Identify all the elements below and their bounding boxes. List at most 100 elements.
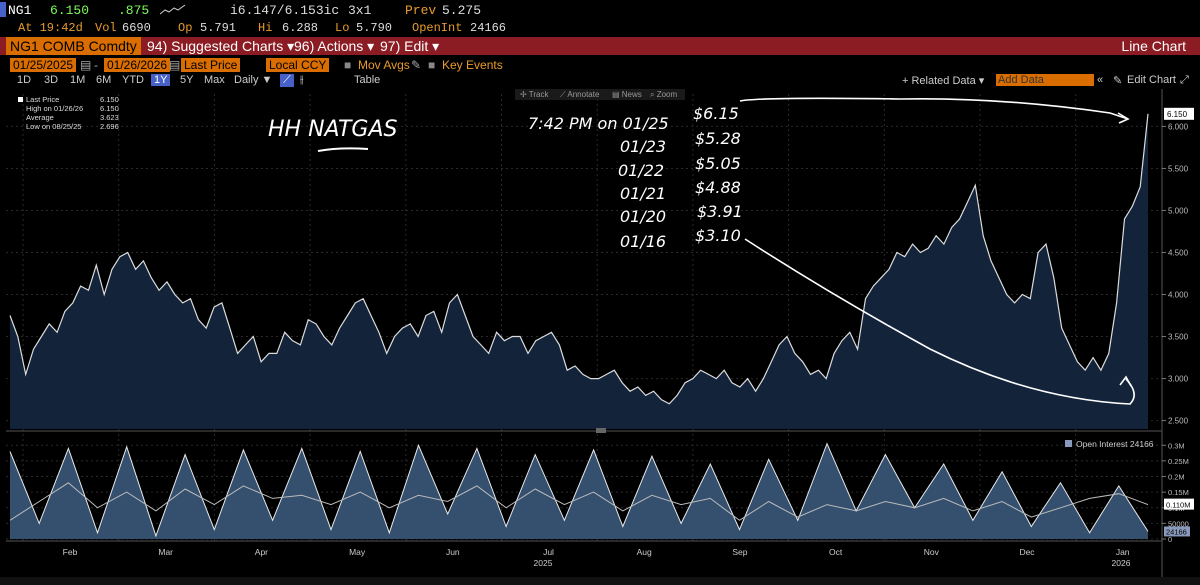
oi-legend: Open Interest 24166 bbox=[1065, 439, 1154, 449]
calendar-icon[interactable]: ▤ bbox=[169, 58, 181, 72]
high-value: 6.288 bbox=[282, 21, 319, 35]
open-label: Op bbox=[178, 21, 193, 35]
oi-tick-label: 50000 bbox=[1168, 519, 1189, 528]
annotation-date-4: 01/20 bbox=[620, 207, 666, 226]
annotation-price-1: $5.28 bbox=[695, 129, 741, 148]
annotation-price-3: $4.88 bbox=[695, 178, 741, 197]
range-3d[interactable]: 3D bbox=[44, 74, 59, 86]
oi-line bbox=[9, 482, 1149, 521]
oi-value-flag bbox=[1164, 526, 1190, 537]
edit-label: 97) Edit bbox=[380, 38, 429, 54]
oi-tick-label: 0.2M bbox=[1168, 473, 1185, 482]
checkbox-icon[interactable]: ■ bbox=[428, 58, 436, 72]
annotation-price-4: $3.91 bbox=[697, 202, 743, 221]
start-date-input[interactable]: 01/25/2025 bbox=[10, 58, 77, 72]
bid-ask: i6.147/6.153ic bbox=[230, 3, 340, 18]
year-label: 2025 bbox=[534, 558, 553, 568]
legend-low-label: Low on 08/25/25 bbox=[26, 122, 81, 131]
vol-label: Vol bbox=[95, 21, 117, 35]
range-1d[interactable]: 1D bbox=[17, 74, 32, 86]
calendar-icon[interactable]: ▤ bbox=[80, 58, 92, 72]
open-value: 5.791 bbox=[200, 21, 237, 35]
candle-icon[interactable]: ⫲ bbox=[300, 74, 304, 86]
handwritten-annotations: HH NATGAS 7:42 PM on 01/25 $6.15 01/23 $… bbox=[268, 97, 1135, 405]
annotation-date-3: 01/21 bbox=[620, 184, 666, 203]
edit-menu[interactable]: 97) Edit ▾ bbox=[380, 38, 439, 55]
frequency-selector[interactable]: Daily ▼ bbox=[234, 74, 272, 86]
month-label: Jul bbox=[543, 547, 554, 557]
security-ticker[interactable]: NG1 COMB Comdty bbox=[6, 37, 141, 55]
price-line bbox=[9, 113, 1149, 405]
prev-value: 5.275 bbox=[442, 3, 482, 18]
pane-resize-handle[interactable] bbox=[596, 428, 606, 433]
range-1m[interactable]: 1M bbox=[70, 74, 86, 86]
suggested-charts-menu[interactable]: 94) Suggested Charts ▾ bbox=[147, 38, 294, 55]
price-change: .875 bbox=[118, 3, 150, 18]
chevron-down-icon: ▾ bbox=[287, 38, 295, 54]
range-max[interactable]: Max bbox=[204, 74, 225, 86]
oi-area bbox=[10, 443, 1148, 539]
oi-label: OpenInt bbox=[412, 21, 463, 35]
actions-menu[interactable]: 96) Actions ▾ bbox=[294, 38, 374, 55]
pencil-icon[interactable]: ✎ bbox=[1113, 75, 1123, 87]
mov-avgs-label[interactable]: Mov Avgs bbox=[358, 58, 410, 72]
month-label: May bbox=[349, 547, 366, 557]
price-tick-label: 3.000 bbox=[1168, 375, 1189, 384]
edit-chart-button[interactable]: Edit Chart bbox=[1127, 74, 1176, 86]
related-data-menu[interactable]: + Related Data ▾ bbox=[902, 74, 984, 87]
chart-tools: ✢ Track ⟋ Annotate ▤ News ⌕ Zoom bbox=[515, 89, 685, 100]
maximize-icon[interactable]: ⤢ bbox=[1180, 74, 1189, 86]
current-price-label: 6.150 bbox=[1167, 110, 1188, 119]
add-data-input[interactable]: Add Data bbox=[996, 74, 1094, 86]
collapse-icon[interactable]: « bbox=[1097, 74, 1104, 86]
suggested-charts-label: 94) Suggested Charts bbox=[147, 38, 284, 54]
pencil-icon[interactable]: ✎ bbox=[411, 58, 422, 72]
bottom-strip bbox=[0, 577, 1200, 585]
last-price: 6.150 bbox=[50, 3, 90, 18]
chart-type-label: Line Chart bbox=[1121, 38, 1186, 54]
annotation-price-5: $3.10 bbox=[695, 226, 741, 245]
month-label: Dec bbox=[1019, 547, 1035, 557]
oi-value-label: 24166 bbox=[1166, 527, 1187, 536]
oi-edge bbox=[9, 442, 1149, 538]
annotation-date-1: 01/23 bbox=[620, 137, 666, 156]
price-tick-label: 4.500 bbox=[1168, 248, 1189, 257]
news-tool[interactable]: ▤ News bbox=[612, 90, 642, 99]
range-5y[interactable]: 5Y bbox=[180, 74, 194, 86]
end-date-input[interactable]: 01/26/2026 bbox=[104, 58, 171, 72]
zoom-tool[interactable]: ⌕ Zoom bbox=[650, 90, 677, 99]
legend-last-label: Last Price bbox=[26, 95, 59, 104]
high-label: Hi bbox=[258, 21, 273, 35]
field-selector[interactable]: Last Price bbox=[181, 58, 241, 72]
oi-current-flag bbox=[1164, 498, 1194, 510]
low-value: 5.790 bbox=[356, 21, 393, 35]
range-ytd[interactable]: YTD bbox=[122, 74, 144, 86]
price-tick-label: 4.000 bbox=[1168, 291, 1189, 300]
track-tool[interactable]: ✢ Track bbox=[520, 90, 549, 99]
symbol-marker bbox=[0, 2, 6, 17]
chevron-down-icon: ▾ bbox=[367, 38, 375, 54]
time-label: At 19:42d bbox=[18, 21, 83, 35]
chevron-down-icon: ▾ bbox=[432, 38, 440, 54]
checkbox-icon[interactable]: ■ bbox=[344, 58, 352, 72]
oi-tick-label: 0.3M bbox=[1168, 441, 1185, 450]
currency-selector[interactable]: Local CCY bbox=[266, 58, 330, 72]
annotate-tool[interactable]: ⟋ Annotate bbox=[560, 90, 600, 99]
key-events-label[interactable]: Key Events bbox=[442, 58, 503, 72]
annotation-price-2: $5.05 bbox=[695, 154, 741, 173]
range-1y[interactable]: 1Y bbox=[151, 74, 171, 86]
annotation-arrow-bottom bbox=[744, 238, 1135, 405]
table-button[interactable]: Table bbox=[354, 74, 381, 86]
price-tick-label: 5.500 bbox=[1168, 164, 1189, 173]
month-label: Feb bbox=[63, 547, 78, 557]
line-chart-icon[interactable]: ⟋ bbox=[280, 74, 294, 87]
year-label: 2026 bbox=[1112, 558, 1131, 568]
price-tick-label: 6.000 bbox=[1168, 122, 1189, 131]
symbol[interactable]: NG1 bbox=[8, 3, 32, 18]
oi-legend-label: Open Interest 24166 bbox=[1076, 439, 1154, 449]
range-6m[interactable]: 6M bbox=[96, 74, 112, 86]
annotation-arrow-top bbox=[739, 97, 1129, 120]
month-label: Jan bbox=[1116, 547, 1130, 557]
month-label: Jun bbox=[446, 547, 460, 557]
range-bar: 1D 3D 1M 6M YTD 1Y 5Y Max Daily ▼ ⟋ ⫲ Ta… bbox=[0, 73, 1200, 89]
